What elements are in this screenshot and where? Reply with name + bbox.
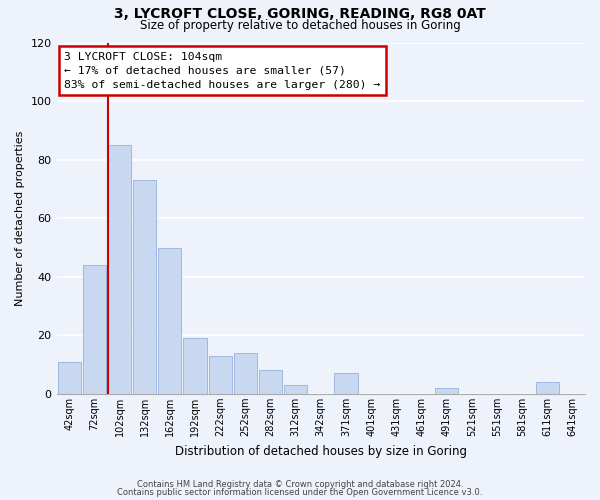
- Bar: [536, 382, 559, 394]
- Text: Contains HM Land Registry data © Crown copyright and database right 2024.: Contains HM Land Registry data © Crown c…: [137, 480, 463, 489]
- Bar: [284, 385, 307, 394]
- Bar: [158, 248, 181, 394]
- Bar: [83, 265, 106, 394]
- Bar: [259, 370, 282, 394]
- Text: 3, LYCROFT CLOSE, GORING, READING, RG8 0AT: 3, LYCROFT CLOSE, GORING, READING, RG8 0…: [114, 8, 486, 22]
- Y-axis label: Number of detached properties: Number of detached properties: [15, 131, 25, 306]
- Bar: [108, 146, 131, 394]
- Bar: [58, 362, 80, 394]
- Bar: [435, 388, 458, 394]
- Bar: [184, 338, 206, 394]
- Text: Contains public sector information licensed under the Open Government Licence v3: Contains public sector information licen…: [118, 488, 482, 497]
- Text: Size of property relative to detached houses in Goring: Size of property relative to detached ho…: [140, 19, 460, 32]
- Bar: [234, 353, 257, 394]
- X-axis label: Distribution of detached houses by size in Goring: Distribution of detached houses by size …: [175, 444, 467, 458]
- Bar: [209, 356, 232, 394]
- Bar: [334, 374, 358, 394]
- Text: 3 LYCROFT CLOSE: 104sqm
← 17% of detached houses are smaller (57)
83% of semi-de: 3 LYCROFT CLOSE: 104sqm ← 17% of detache…: [64, 52, 381, 90]
- Bar: [133, 180, 156, 394]
